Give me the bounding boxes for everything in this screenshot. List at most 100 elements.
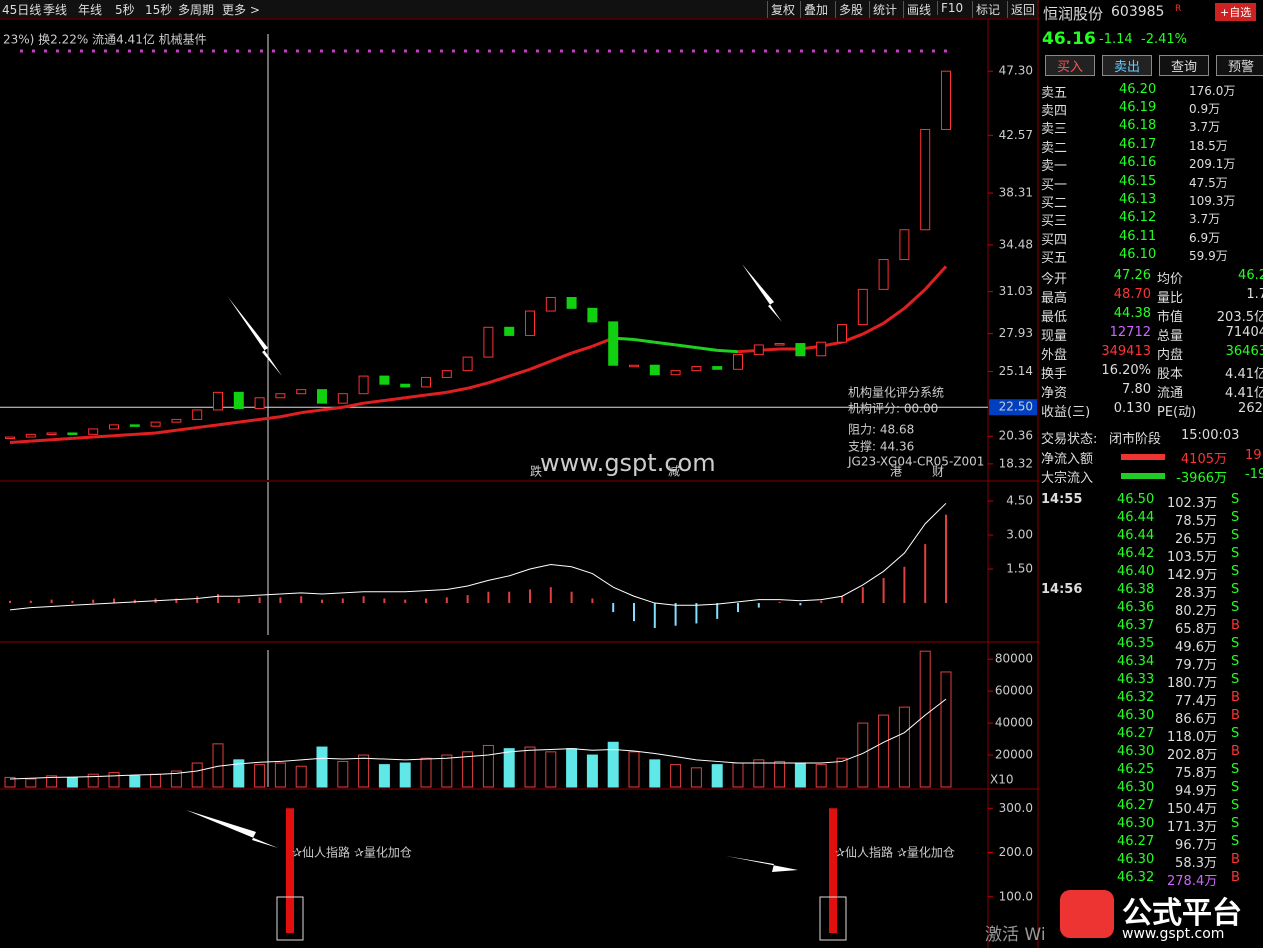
tick-side: B <box>1231 852 1240 867</box>
toolbar-tab[interactable]: 5秒 <box>115 3 135 17</box>
candle <box>566 296 577 309</box>
volume-bar <box>919 650 931 788</box>
book-label: 卖三 <box>1041 122 1068 138</box>
stat-value: 44.38 <box>1113 306 1151 321</box>
volume-ma <box>9 698 947 780</box>
arrow <box>228 297 282 376</box>
volume-bar <box>670 764 682 788</box>
tick-price: 46.35 <box>1117 636 1155 651</box>
ma-segment <box>217 420 239 427</box>
ma-segment <box>72 435 94 440</box>
stat-value: 46.2 <box>1238 268 1263 283</box>
stat-value: 349413 <box>1101 344 1151 359</box>
tick-side: S <box>1231 564 1240 579</box>
y-tick-label: 34.48 <box>999 237 1033 251</box>
logo-url: www.gspt.com <box>1122 926 1225 942</box>
ma-segment <box>550 351 573 363</box>
book-price: 46.12 <box>1119 210 1157 226</box>
toolbar-button[interactable]: 画线 <box>903 1 931 18</box>
toolbar-tab[interactable]: 年线 <box>78 3 103 17</box>
tick-volume: 80.2万 <box>1175 604 1217 619</box>
volume-bar <box>316 746 328 788</box>
candle <box>275 393 286 399</box>
y-tick-label: 1.50 <box>1006 562 1033 576</box>
candle <box>504 326 515 336</box>
tick-volume: 78.5万 <box>1175 514 1217 529</box>
candle <box>192 409 203 420</box>
candle <box>545 296 556 312</box>
trade-button[interactable]: 预警 <box>1216 55 1263 76</box>
volume-bar <box>274 762 286 788</box>
tick-side: S <box>1231 798 1240 813</box>
toolbar-tab[interactable]: 15秒 <box>145 3 173 17</box>
tick-time: 14:55 <box>1041 492 1083 507</box>
trade-status: 15:00:03 <box>1181 428 1240 443</box>
candle <box>462 356 473 372</box>
toolbar-tab[interactable]: 45日线 <box>2 3 42 17</box>
stat-label: 外盘 <box>1041 348 1068 363</box>
tick-volume: 77.4万 <box>1175 694 1217 709</box>
event-marker: 减 <box>668 465 680 479</box>
candle <box>795 343 806 357</box>
toolbar-button[interactable]: 叠加 <box>800 1 828 18</box>
toolbar-button[interactable]: 标记 <box>972 1 1000 18</box>
trade-button[interactable]: 卖出 <box>1102 55 1152 76</box>
activate: 激活 Wi <box>985 925 1046 945</box>
book-price: 46.10 <box>1119 246 1157 262</box>
book-volume: 59.9万 <box>1189 248 1228 263</box>
stat-value: 1.7 <box>1246 287 1263 302</box>
volume-bar <box>295 765 307 788</box>
cursor-label-bg <box>989 399 1037 416</box>
book-label: 卖四 <box>1041 104 1068 120</box>
tick-volume: 278.4万 <box>1167 874 1218 889</box>
toolbar-button[interactable]: 统计 <box>869 1 897 18</box>
volume-bar <box>545 751 557 788</box>
stat-label: 内盘 <box>1157 348 1184 363</box>
candle <box>857 288 868 326</box>
toolbar-button[interactable]: 多股 <box>835 1 863 18</box>
arrow <box>186 810 278 848</box>
toolbar-button[interactable]: 返回 <box>1007 1 1035 18</box>
volume-bar <box>794 762 806 788</box>
volume-bar <box>586 754 598 788</box>
ma-segment <box>197 423 219 430</box>
stat-label: 今开 <box>1041 272 1068 287</box>
trade-button[interactable]: 查询 <box>1159 55 1209 76</box>
ma-segment <box>924 265 948 291</box>
ma-segment <box>903 288 927 310</box>
watermark: www.gspt.com <box>540 449 716 477</box>
candle <box>878 259 889 290</box>
ma-segment <box>425 390 447 397</box>
add-favorite[interactable]: +自选 <box>1215 3 1257 21</box>
volume-bar <box>87 773 99 788</box>
volume-bar <box>191 762 203 788</box>
book-volume: 47.5万 <box>1189 176 1228 190</box>
tick-side: S <box>1231 528 1240 543</box>
candle <box>816 341 827 357</box>
toolbar-tab[interactable]: 多周期 <box>178 3 215 17</box>
book-volume: 3.7万 <box>1189 212 1221 227</box>
tick-volume: 171.3万 <box>1167 820 1218 835</box>
arrow <box>726 856 798 872</box>
candle <box>608 321 619 366</box>
stat-value: 4.41亿 <box>1225 386 1263 401</box>
stat-label: 市值 <box>1157 310 1184 325</box>
y-tick-label: 3.00 <box>1006 528 1033 542</box>
candle <box>941 70 951 130</box>
toolbar-button[interactable]: F10 <box>937 1 963 15</box>
stat-value: 203.5亿 <box>1216 310 1263 325</box>
book-label: 买二 <box>1041 196 1068 212</box>
tick-side: S <box>1231 510 1240 525</box>
book-price: 46.20 <box>1119 82 1157 97</box>
toolbar-tab[interactable]: 更多 > <box>222 3 260 17</box>
book-label: 卖五 <box>1041 86 1068 101</box>
book-volume: 209.1万 <box>1189 156 1236 171</box>
candle <box>129 424 140 427</box>
toolbar-tab[interactable]: 季线 <box>43 3 68 17</box>
candle <box>25 433 36 438</box>
trade-button[interactable]: 买入 <box>1045 55 1095 76</box>
tick-side: S <box>1231 582 1240 597</box>
y-tick-label: 300.0 <box>999 801 1033 815</box>
toolbar-button[interactable]: 复权 <box>767 1 795 18</box>
tick-volume: 102.3万 <box>1167 496 1218 511</box>
